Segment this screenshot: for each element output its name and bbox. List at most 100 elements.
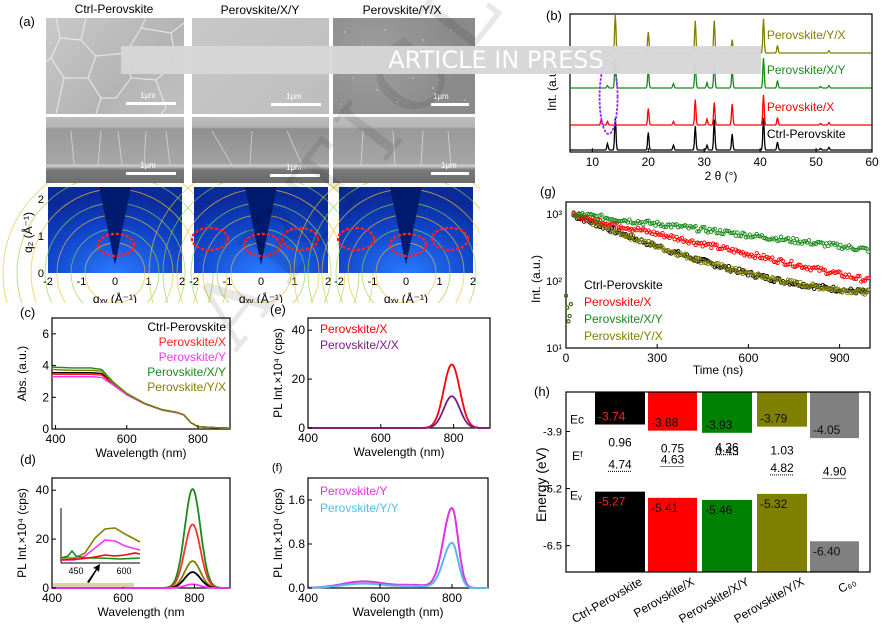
data-point — [841, 287, 846, 293]
legend-label: Perovskite/Y/X — [767, 28, 846, 42]
sem-col-title-xy: Perovskite/X/Y — [220, 3, 300, 17]
panel-g-label: (g) — [540, 184, 556, 199]
data-point — [794, 237, 799, 242]
data-point — [611, 229, 616, 234]
data-point — [787, 262, 792, 267]
data-point — [566, 319, 571, 324]
inset-series-line — [60, 552, 141, 561]
highlight-ellipse — [280, 226, 320, 252]
data-point — [859, 287, 864, 292]
giwaxs-xtick: 2 — [470, 276, 476, 288]
x-axis-label: Time (ns) — [693, 363, 743, 377]
grain-columns — [70, 130, 171, 166]
giwaxs-ytick: 1 — [38, 231, 44, 243]
plot-frame — [307, 477, 489, 589]
scale-bar-label: 1μm — [286, 163, 302, 172]
data-point — [693, 224, 698, 229]
x-tick-label: 30 — [698, 155, 712, 169]
giwaxs-xtick: 0 — [403, 276, 409, 288]
inset-series-line — [60, 549, 141, 560]
legend-label: Perovskite/Y/X — [584, 329, 663, 343]
giwaxs-xlabel: qₓᵧ (Å⁻¹) — [384, 291, 428, 303]
x-tick-label: 400 — [46, 432, 66, 446]
data-point — [820, 267, 826, 272]
data-point — [826, 243, 831, 249]
valence-band-bar — [757, 493, 807, 572]
missing-wedge — [245, 187, 277, 265]
y-axis-label: Energy (eV) — [533, 447, 549, 522]
ev-label: Eᵥ — [570, 489, 582, 503]
highlight-ellipse — [598, 59, 619, 135]
legend-label: Perovskite/X/Y — [767, 63, 846, 77]
series-line — [307, 506, 488, 589]
data-point — [775, 260, 780, 266]
data-point — [565, 305, 570, 310]
y-axis-label: PL Int.×10⁴ (cps) — [271, 328, 285, 418]
plot-frame — [51, 317, 231, 430]
giwaxs-xtick: -1 — [368, 276, 378, 288]
fermi-level-value: 4.82 — [770, 461, 794, 475]
giwaxs-xtick: -1 — [223, 276, 233, 288]
x-tick-label: 600 — [738, 351, 758, 365]
data-point — [688, 256, 693, 261]
data-point — [838, 242, 843, 248]
data-point — [726, 264, 731, 269]
missing-wedge — [390, 187, 422, 265]
conduction-band-bar — [702, 392, 752, 433]
panel-h-label: (h) — [534, 384, 550, 399]
data-point — [616, 229, 622, 234]
x-tick-label: 600 — [371, 431, 391, 445]
data-point — [735, 249, 740, 254]
data-point — [862, 292, 867, 297]
category-label: C₆₀ — [835, 574, 858, 595]
inset-series-line — [61, 539, 141, 561]
data-point — [646, 218, 651, 223]
data-point — [705, 241, 711, 247]
offset-value: 0.75 — [661, 442, 685, 456]
scale-bar-label: 1μm — [140, 161, 156, 170]
legend-label: Perovskite/Y/Y — [320, 501, 399, 515]
chart-energy-levels: -3.74 -5.27 0.96 4.74 Ctrl-Perovskite -3.88 -5… — [533, 391, 871, 626]
data-point — [735, 230, 740, 235]
inset-series-line — [61, 527, 141, 559]
ev-value: -5.32 — [760, 497, 788, 511]
data-point — [702, 225, 707, 230]
data-point — [696, 256, 702, 261]
giwaxs-xlabel: qₓᵧ (Å⁻¹) — [93, 291, 137, 303]
x-tick-label: 400 — [298, 591, 318, 605]
y-axis-label: Int. (a.u.) — [545, 63, 559, 111]
data-point — [738, 233, 744, 239]
x-tick-label: 40 — [753, 155, 767, 169]
data-point — [712, 226, 717, 231]
data-point — [573, 213, 578, 218]
data-point — [590, 222, 595, 228]
y-axis-label: Abs. (a.u.) — [15, 346, 29, 401]
data-point — [785, 235, 791, 241]
data-point — [660, 245, 665, 250]
x-axis-label: Wavelength (nm) — [354, 445, 445, 459]
data-point — [796, 262, 801, 267]
data-point — [660, 230, 665, 236]
data-point — [695, 256, 700, 261]
highlight-ellipse — [242, 232, 282, 258]
data-point — [806, 238, 812, 243]
giwaxs-xtick: 0 — [258, 276, 264, 288]
legend-label: Perovskite/X/Y — [147, 365, 226, 379]
data-point — [702, 260, 707, 265]
data-point — [691, 258, 697, 264]
sem-col-title-ctrl: Ctrl-Perovskite — [74, 2, 154, 16]
giwaxs-xtick: -2 — [189, 276, 199, 288]
data-point — [714, 242, 719, 247]
x-tick-label: 900 — [830, 351, 850, 365]
x-tick-label: 300 — [647, 351, 667, 365]
data-point — [656, 232, 662, 237]
legend-label: Ctrl-Perovskite — [147, 320, 226, 334]
data-point — [806, 284, 812, 289]
data-point — [866, 287, 871, 292]
data-point — [719, 231, 724, 236]
panel-a-label: (a) — [19, 14, 35, 29]
legend-label: Perovskite/X/Y — [584, 312, 663, 326]
diffraction-ring — [293, 183, 480, 303]
legend-label: Perovskite/X — [159, 335, 226, 349]
scale-bar-label: 1μm — [140, 91, 156, 100]
